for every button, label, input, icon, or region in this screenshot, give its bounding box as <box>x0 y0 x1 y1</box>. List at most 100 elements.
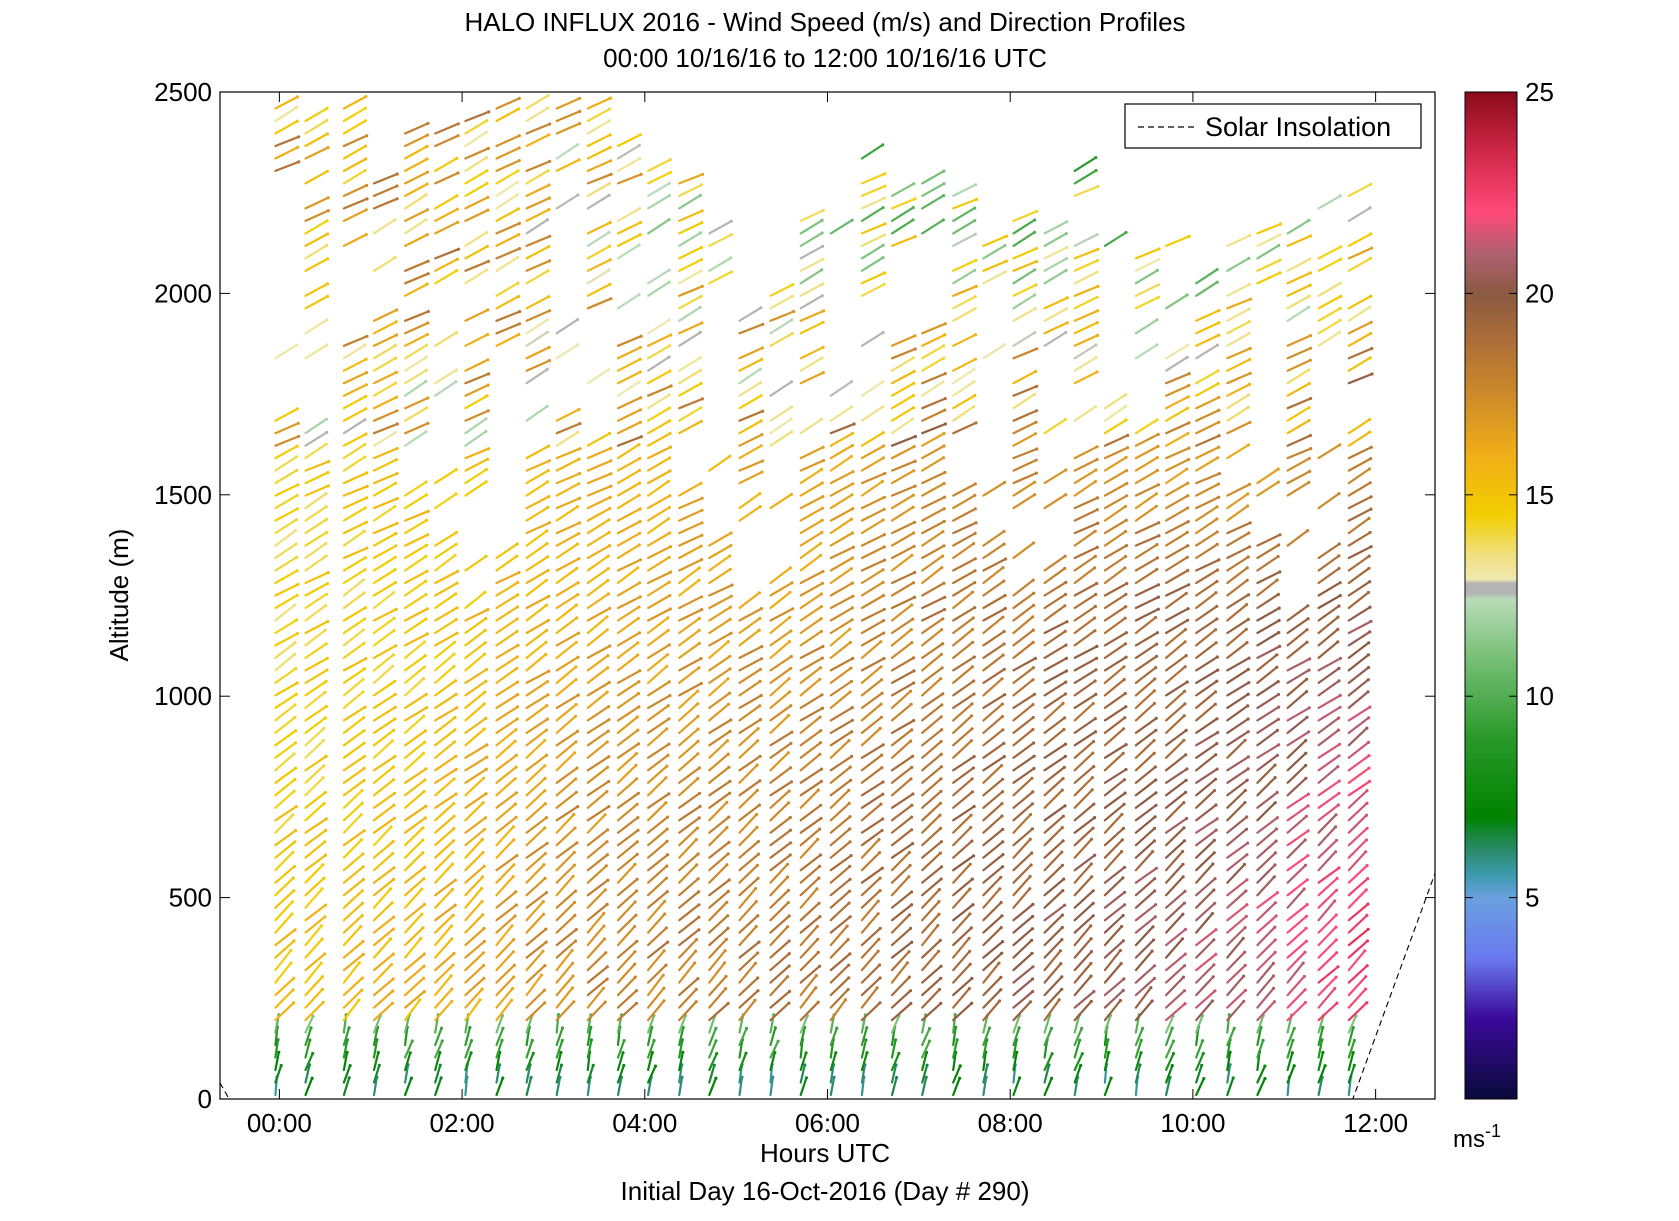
wind-barb <box>646 517 670 535</box>
wind-barb <box>1317 839 1338 859</box>
wind-barb <box>678 579 701 597</box>
wind-barb <box>1226 693 1250 710</box>
wind-barb-tip <box>1185 767 1189 771</box>
wind-barb-tip <box>1246 443 1251 447</box>
wind-barb <box>1256 222 1282 235</box>
wind-barb <box>829 1051 837 1072</box>
wind-barb <box>495 169 520 185</box>
wind-barb-tip <box>786 801 791 805</box>
wind-barb <box>1043 555 1067 572</box>
wind-barb <box>495 333 520 347</box>
wind-barb-tip <box>1320 1038 1324 1042</box>
wind-barb-tip <box>482 963 486 968</box>
wind-barb <box>678 285 704 297</box>
wind-barb <box>646 987 666 1009</box>
wind-barb-tip <box>636 653 640 657</box>
wind-barb <box>1012 977 1034 997</box>
wind-barb-tip <box>1214 753 1218 757</box>
wind-barb-tip <box>1216 456 1220 460</box>
wind-barb-tip <box>422 964 426 968</box>
wind-barb-tip <box>574 777 578 781</box>
wind-barb-tip <box>454 492 458 496</box>
wind-barb <box>495 999 513 1022</box>
wind-barb <box>1164 432 1190 447</box>
wind-barb <box>434 368 458 385</box>
wind-barb <box>525 122 551 135</box>
wind-barb <box>464 169 488 185</box>
wind-barb-tip <box>517 332 521 337</box>
wind-barb-tip <box>698 804 702 809</box>
wind-barb <box>1134 666 1157 685</box>
wind-barb <box>952 307 977 322</box>
solar-insolation-line <box>220 873 1435 1099</box>
wind-barb-tip <box>970 790 975 794</box>
wind-barb-tip <box>410 1039 414 1043</box>
wind-barb <box>525 595 550 610</box>
wind-barb <box>1103 813 1124 834</box>
wind-barb-tip <box>511 950 515 954</box>
wind-barb-tip <box>325 318 329 322</box>
wind-barb-tip <box>1306 854 1310 858</box>
wind-barb <box>525 764 546 784</box>
wind-barb <box>860 1063 867 1084</box>
wind-barb <box>678 950 697 972</box>
wind-barb <box>829 854 853 872</box>
wind-barb-tip <box>1155 567 1159 572</box>
wind-barb <box>274 667 297 685</box>
wind-barb-tip <box>1124 529 1128 534</box>
wind-barb <box>1073 458 1099 472</box>
wind-barb <box>1043 913 1064 934</box>
wind-barb <box>404 493 428 510</box>
wind-barb <box>495 777 517 797</box>
wind-barb <box>555 751 576 772</box>
wind-barb <box>1012 703 1035 722</box>
wind-barb-tip <box>696 877 700 881</box>
wind-barb-tip <box>425 208 430 212</box>
wind-barb-tip <box>556 1013 561 1017</box>
wind-barb-tip <box>1155 456 1159 460</box>
wind-barb-tip <box>786 888 791 892</box>
wind-barb <box>464 156 488 172</box>
wind-barb <box>555 889 577 909</box>
wind-barb-tip <box>1337 604 1341 608</box>
wind-barb <box>1195 1014 1204 1034</box>
wind-barb <box>495 605 519 622</box>
wind-barb <box>555 730 579 747</box>
wind-barb-tip <box>668 344 672 348</box>
wind-barb-tip <box>292 976 296 980</box>
wind-barb-tip <box>1000 715 1005 719</box>
wind-barb <box>982 865 1004 884</box>
wind-barb-tip <box>425 157 429 161</box>
wind-barb-tip <box>1338 443 1342 447</box>
wind-barb <box>678 558 703 572</box>
wind-barb <box>525 269 550 285</box>
wind-barb <box>1317 581 1342 597</box>
wind-barb <box>495 193 519 210</box>
wind-barb <box>1164 1064 1174 1084</box>
wind-barb-tip <box>822 309 826 313</box>
wind-barb <box>1164 890 1187 909</box>
wind-barb-tip <box>1275 578 1279 582</box>
wind-barb-tip <box>517 96 521 100</box>
wind-barb-tip <box>697 928 701 932</box>
wind-barb <box>1134 631 1159 647</box>
wind-barb-tip <box>1248 382 1252 386</box>
wind-barb <box>829 719 854 735</box>
wind-barb <box>525 1052 535 1072</box>
wind-barb <box>646 742 671 759</box>
wind-barb-tip <box>1028 837 1032 841</box>
wind-barb-tip <box>576 343 580 347</box>
wind-barb <box>304 1026 313 1047</box>
wind-barb-tip <box>547 459 552 463</box>
wind-barb <box>1043 728 1066 747</box>
wind-barb <box>1103 456 1128 472</box>
wind-barb <box>342 578 365 597</box>
wind-barb <box>1286 617 1310 635</box>
wind-barb <box>342 456 366 472</box>
wind-barb <box>1347 780 1371 797</box>
wind-barb <box>860 817 884 834</box>
wind-barb-tip <box>681 1050 685 1054</box>
wind-barb-tip <box>516 593 520 597</box>
wind-barb-tip <box>1000 802 1004 806</box>
wind-barb-tip <box>322 764 326 768</box>
